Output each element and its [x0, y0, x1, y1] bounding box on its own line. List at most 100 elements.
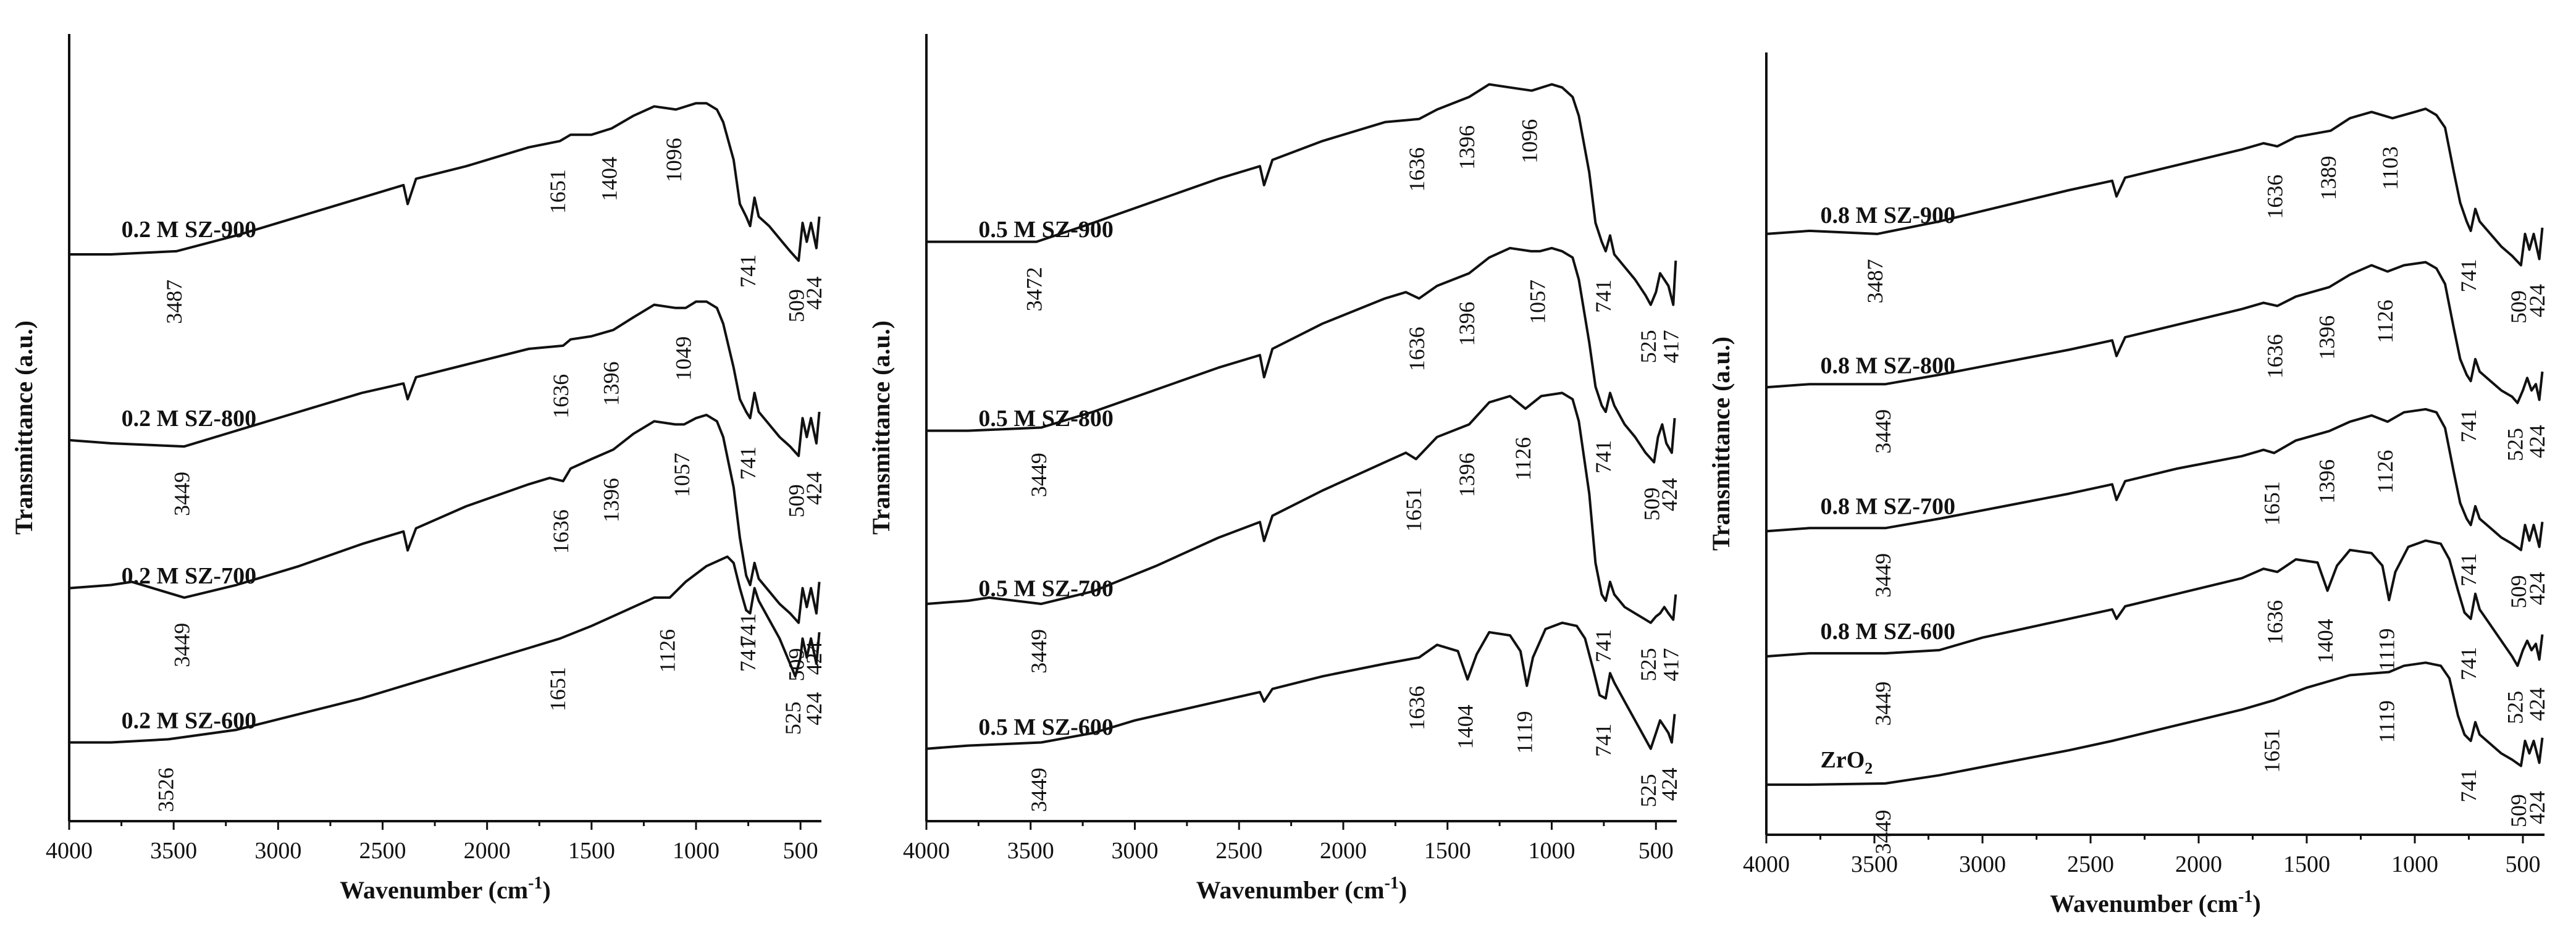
- x-axis-title-close: ): [2252, 890, 2260, 917]
- peak-label: 741: [1591, 280, 1616, 313]
- peak-label: 3449: [170, 472, 195, 516]
- series-line: [926, 621, 1676, 750]
- series-line: [926, 391, 1677, 624]
- series-label: 0.8 M SZ-800: [1821, 353, 1956, 378]
- peak-label: 1636: [1404, 148, 1429, 192]
- peak-label: 1119: [1512, 711, 1537, 754]
- peak-label: 741: [736, 446, 760, 480]
- x-axis-title-close: ): [542, 876, 550, 904]
- series-label: 0.2 M SZ-600: [122, 708, 256, 734]
- peak-label: 3526: [154, 767, 178, 812]
- peak-label: 741: [2456, 647, 2481, 680]
- series-label: 0.5 M SZ-900: [978, 217, 1114, 243]
- peak-label: 1636: [548, 374, 573, 419]
- x-axis-title-main: Wavenumber (cm: [2050, 890, 2238, 917]
- peak-label: 1096: [661, 138, 686, 182]
- x-axis-title-sup: -1: [2238, 887, 2252, 906]
- peak-label: 1396: [1454, 453, 1479, 497]
- peak-label: 1057: [1525, 280, 1550, 324]
- series-label: 0.2 M SZ-900: [122, 217, 256, 243]
- x-tick-label: 2000: [464, 838, 511, 864]
- peak-label: 1636: [2263, 334, 2288, 378]
- peak-label: 424: [1657, 478, 1682, 511]
- x-tick-label: 2500: [2067, 851, 2114, 877]
- peak-label: 741: [736, 254, 760, 288]
- peak-label: 3472: [1022, 267, 1046, 311]
- peak-label: 1049: [671, 336, 696, 381]
- series-line: [69, 102, 821, 262]
- series-label: 0.5 M SZ-700: [978, 575, 1114, 601]
- series-label: 0.8 M SZ-600: [1821, 619, 1956, 645]
- x-axis-title-main: Wavenumber (cm: [340, 876, 528, 904]
- x-axis-title: Wavenumber (cm-1): [1196, 874, 1407, 904]
- peak-label: 1057: [669, 453, 694, 497]
- peak-label: 509: [1639, 487, 1664, 520]
- x-tick-label: 500: [2506, 851, 2541, 877]
- x-tick-label: 1500: [568, 838, 615, 864]
- series-label: ZrO2: [1821, 747, 1873, 777]
- series-line: [1766, 539, 2544, 667]
- series-line: [69, 414, 821, 624]
- peak-label: 1389: [2316, 156, 2341, 200]
- peak-label: 525: [781, 701, 805, 735]
- peak-label: 525: [2503, 428, 2528, 461]
- peak-label: 3487: [162, 280, 187, 324]
- peak-label: 1103: [2378, 146, 2402, 190]
- peak-label: 1636: [1404, 327, 1429, 371]
- peak-label: 1636: [548, 509, 573, 554]
- peak-label: 1396: [1454, 302, 1479, 346]
- x-tick-label: 1500: [1424, 838, 1471, 864]
- peak-label: 424: [2525, 425, 2549, 458]
- y-axis-title: Transmittance (a.u.): [1707, 336, 1735, 551]
- panel-right: 4000 3500 3000 2500 2000 1500 1000 500 Wavenumbe…: [1707, 52, 2549, 917]
- peak-label: 3449: [1871, 809, 1895, 854]
- series-line: [1766, 407, 2544, 551]
- peak-label: 1651: [545, 667, 570, 711]
- peak-label: 424: [1657, 767, 1682, 801]
- series-label: 0.2 M SZ-800: [122, 406, 256, 432]
- peak-label: 3449: [1026, 453, 1051, 497]
- peak-label: 1636: [2263, 600, 2288, 645]
- peak-label: 417: [1659, 330, 1684, 363]
- peak-label: 741: [2456, 769, 2481, 803]
- series-line: [1766, 107, 2544, 267]
- peak-label: 1396: [1454, 125, 1479, 170]
- peak-label: 1396: [598, 361, 623, 406]
- peak-label: 424: [802, 692, 826, 725]
- peak-label: 525: [2503, 691, 2528, 724]
- peak-label: 1126: [2373, 299, 2398, 343]
- peak-label: 741: [736, 638, 760, 672]
- series-label-sub: 2: [1865, 759, 1873, 777]
- peak-label: 1651: [545, 169, 570, 214]
- peak-label: 1636: [2263, 175, 2288, 219]
- peak-label: 741: [736, 613, 760, 646]
- x-tick-label: 3500: [1851, 851, 1898, 877]
- panel-left: 4000 3500 3000 2500 2000 1500 1000 500 Wavenumbe…: [10, 34, 826, 904]
- x-tick-label: 3000: [1959, 851, 2006, 877]
- peak-label: 424: [802, 277, 826, 310]
- peak-label: 741: [2456, 259, 2481, 292]
- x-tick-label: 1000: [2391, 851, 2438, 877]
- peak-label: 1651: [1401, 487, 1426, 532]
- peak-label: 1126: [2373, 450, 2398, 494]
- x-tick-label: 500: [783, 838, 818, 864]
- series-label: 0.5 M SZ-800: [978, 406, 1114, 432]
- peak-label: 1126: [655, 629, 680, 673]
- peak-label: 1119: [2375, 629, 2399, 671]
- x-tick-label: 3000: [1112, 838, 1159, 864]
- peak-label: 525: [1636, 648, 1661, 682]
- peak-label: 741: [2456, 409, 2481, 443]
- x-axis-title-sup: -1: [528, 874, 542, 893]
